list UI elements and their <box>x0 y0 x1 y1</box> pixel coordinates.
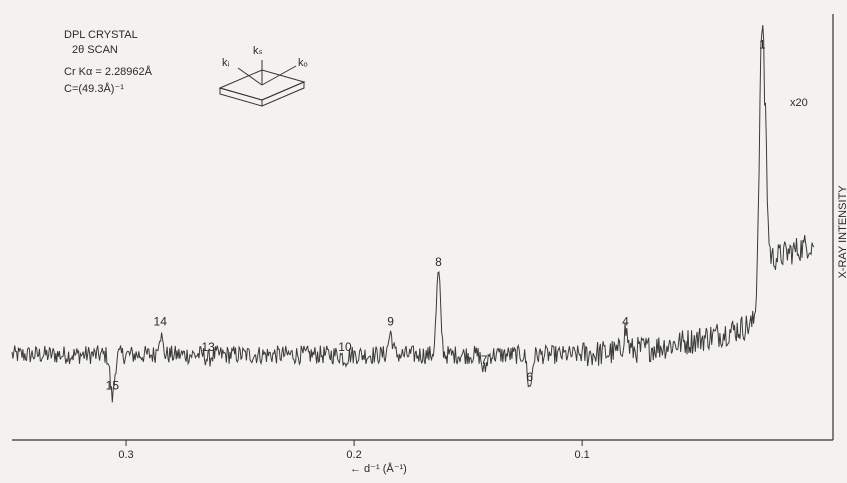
peak-label-8: 8 <box>435 255 442 269</box>
y-axis-title: X-RAY INTENSITY <box>837 185 847 279</box>
label-ki: kᵢ <box>222 57 230 69</box>
scattering-geometry-diagram: kᵢ kₛ kₒ <box>218 45 308 107</box>
label-ks: kₛ <box>253 45 263 57</box>
crystal-slab-side <box>219 87 263 107</box>
annotation-crystal: DPL CRYSTAL <box>64 29 138 41</box>
x-tick-label: 0.2 <box>346 449 361 461</box>
crystal-slab-edge <box>261 81 305 107</box>
peak-label-10: 10 <box>338 340 352 354</box>
label-ko: kₒ <box>298 57 308 69</box>
peak-labels: 15 14 13 10 9 8 7 6 4 1 <box>106 38 766 393</box>
scale-note: x20 <box>790 97 808 109</box>
peak-label-6: 6 <box>526 370 533 384</box>
peak-label-1: 1 <box>759 38 766 52</box>
x-tick-label: 0.1 <box>574 449 589 461</box>
peak-label-14: 14 <box>154 315 168 329</box>
vector-ki <box>237 67 263 86</box>
peak-label-15: 15 <box>106 378 120 392</box>
intensity-trace <box>11 25 815 403</box>
peak-label-9: 9 <box>387 315 394 329</box>
x-tick-label: 0.3 <box>118 449 133 461</box>
vector-ko <box>261 65 297 86</box>
annotation-scan: 2θ SCAN <box>72 44 118 56</box>
annotation-c-value: C=(49.3Å)⁻¹ <box>64 82 124 95</box>
peak-label-4: 4 <box>622 315 629 329</box>
peak-label-7: 7 <box>481 353 488 367</box>
annotation-wavelength: Cr Kα = 2.28962Å <box>64 65 153 78</box>
x-axis-title: ← d⁻¹ (Å⁻¹) <box>350 462 407 475</box>
x-ticks: 0.3 0.2 0.1 <box>118 440 590 461</box>
peak-label-13: 13 <box>201 340 215 354</box>
